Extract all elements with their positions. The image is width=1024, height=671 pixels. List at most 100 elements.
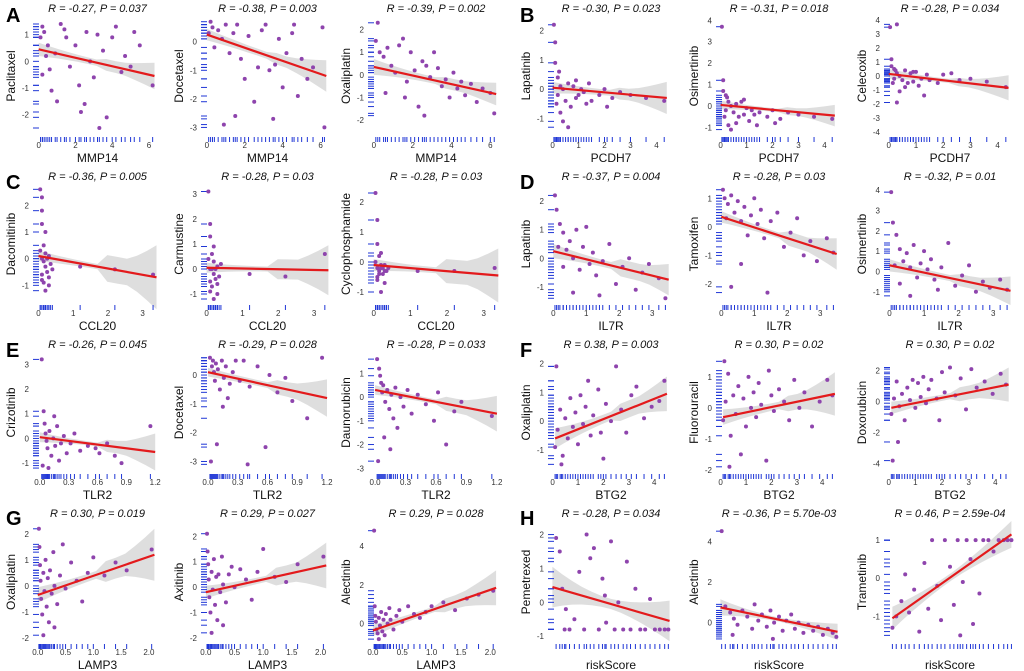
data-point — [982, 379, 987, 384]
data-point — [38, 563, 42, 568]
y-axis-label: Oxaliplatin — [339, 48, 353, 104]
y-tick-label: 1 — [193, 240, 198, 249]
data-point — [824, 236, 829, 241]
data-point — [557, 549, 562, 554]
data-point — [441, 600, 446, 605]
panel-title: R = 0.30, P = 0.02 — [906, 339, 995, 351]
y-tick-label: -3 — [357, 464, 365, 473]
data-point — [742, 204, 747, 209]
y-axis-label: Dacomitinib — [4, 212, 18, 275]
data-point — [788, 230, 793, 235]
data-point — [745, 614, 750, 619]
data-point — [624, 559, 629, 564]
data-point — [750, 626, 755, 631]
y-tick-label: -1 — [873, 288, 881, 297]
data-point — [929, 377, 934, 382]
y-tick-label: -1 — [190, 290, 198, 299]
data-point — [208, 279, 213, 284]
data-point — [150, 83, 155, 88]
data-point — [375, 631, 380, 636]
data-point — [903, 68, 908, 73]
data-point — [119, 461, 124, 466]
data-point — [455, 86, 460, 91]
data-point — [572, 617, 577, 622]
x-tick-label: 0.0 — [34, 478, 46, 487]
y-tick-label: 1 — [876, 58, 881, 67]
y-tick-label: 4 — [708, 16, 713, 25]
data-point — [928, 257, 933, 262]
y-tick-label: -3 — [873, 114, 881, 123]
y-tick-label: -3 — [190, 123, 198, 132]
y-tick-label: -1 — [357, 94, 365, 103]
data-point — [47, 429, 52, 434]
data-point — [780, 628, 785, 633]
data-point — [220, 404, 225, 409]
data-point — [384, 269, 389, 273]
data-point — [401, 404, 406, 409]
data-point — [383, 90, 388, 95]
data-point — [894, 22, 899, 27]
x-tick-label: 0 — [887, 309, 892, 318]
data-point — [377, 254, 382, 258]
data-point — [903, 572, 908, 577]
confidence-band — [208, 367, 327, 417]
data-point — [38, 35, 43, 40]
data-point — [373, 613, 378, 618]
panel-label-a: A — [6, 5, 20, 27]
data-point — [208, 234, 213, 239]
data-point — [731, 110, 736, 115]
confidence-band — [721, 211, 837, 270]
data-point — [732, 210, 737, 215]
data-point — [213, 277, 218, 281]
y-tick-label: -2 — [190, 95, 198, 104]
data-point — [960, 273, 965, 278]
x-tick-label: 1.0 — [258, 648, 270, 657]
x-tick-label: 1 — [914, 141, 919, 150]
x-axis-label: IL7R — [598, 319, 624, 333]
data-point — [206, 257, 211, 261]
y-tick-label: -2 — [357, 441, 365, 450]
x-tick-label: 2 — [956, 309, 961, 318]
data-point — [634, 384, 639, 389]
data-point — [642, 416, 647, 421]
data-point — [256, 65, 261, 70]
regression-line — [373, 263, 499, 277]
data-point — [290, 31, 295, 36]
data-point — [603, 401, 608, 406]
data-point — [890, 625, 895, 630]
x-tick-label: 2 — [940, 478, 945, 487]
data-point — [955, 538, 960, 543]
data-point — [812, 114, 817, 119]
data-point — [245, 462, 250, 467]
data-point — [273, 62, 278, 67]
confidence-band — [889, 259, 1011, 305]
data-point — [43, 431, 48, 436]
data-point — [305, 76, 310, 81]
data-point — [43, 557, 48, 562]
data-point — [563, 98, 568, 103]
y-tick-label: 0 — [708, 102, 713, 111]
data-point — [128, 64, 133, 69]
data-point — [756, 618, 761, 623]
data-point — [378, 373, 383, 378]
regression-line — [37, 553, 155, 597]
data-point — [912, 587, 917, 592]
data-point — [917, 629, 922, 634]
data-point — [64, 35, 69, 40]
y-tick-label: 0 — [25, 57, 30, 66]
data-point — [221, 122, 226, 127]
data-point — [375, 266, 380, 270]
y-tick-label: 1 — [360, 48, 365, 57]
data-point — [420, 59, 425, 64]
data-point — [893, 68, 898, 73]
data-point — [40, 72, 45, 77]
data-point — [894, 100, 899, 105]
data-point — [408, 50, 413, 55]
data-point — [756, 381, 761, 386]
y-axis-label: Pemetrexed — [519, 550, 533, 615]
data-point — [321, 554, 326, 559]
data-point — [439, 84, 444, 89]
data-point — [211, 297, 216, 301]
y-tick-label: 3 — [876, 206, 881, 215]
data-point — [911, 243, 916, 248]
